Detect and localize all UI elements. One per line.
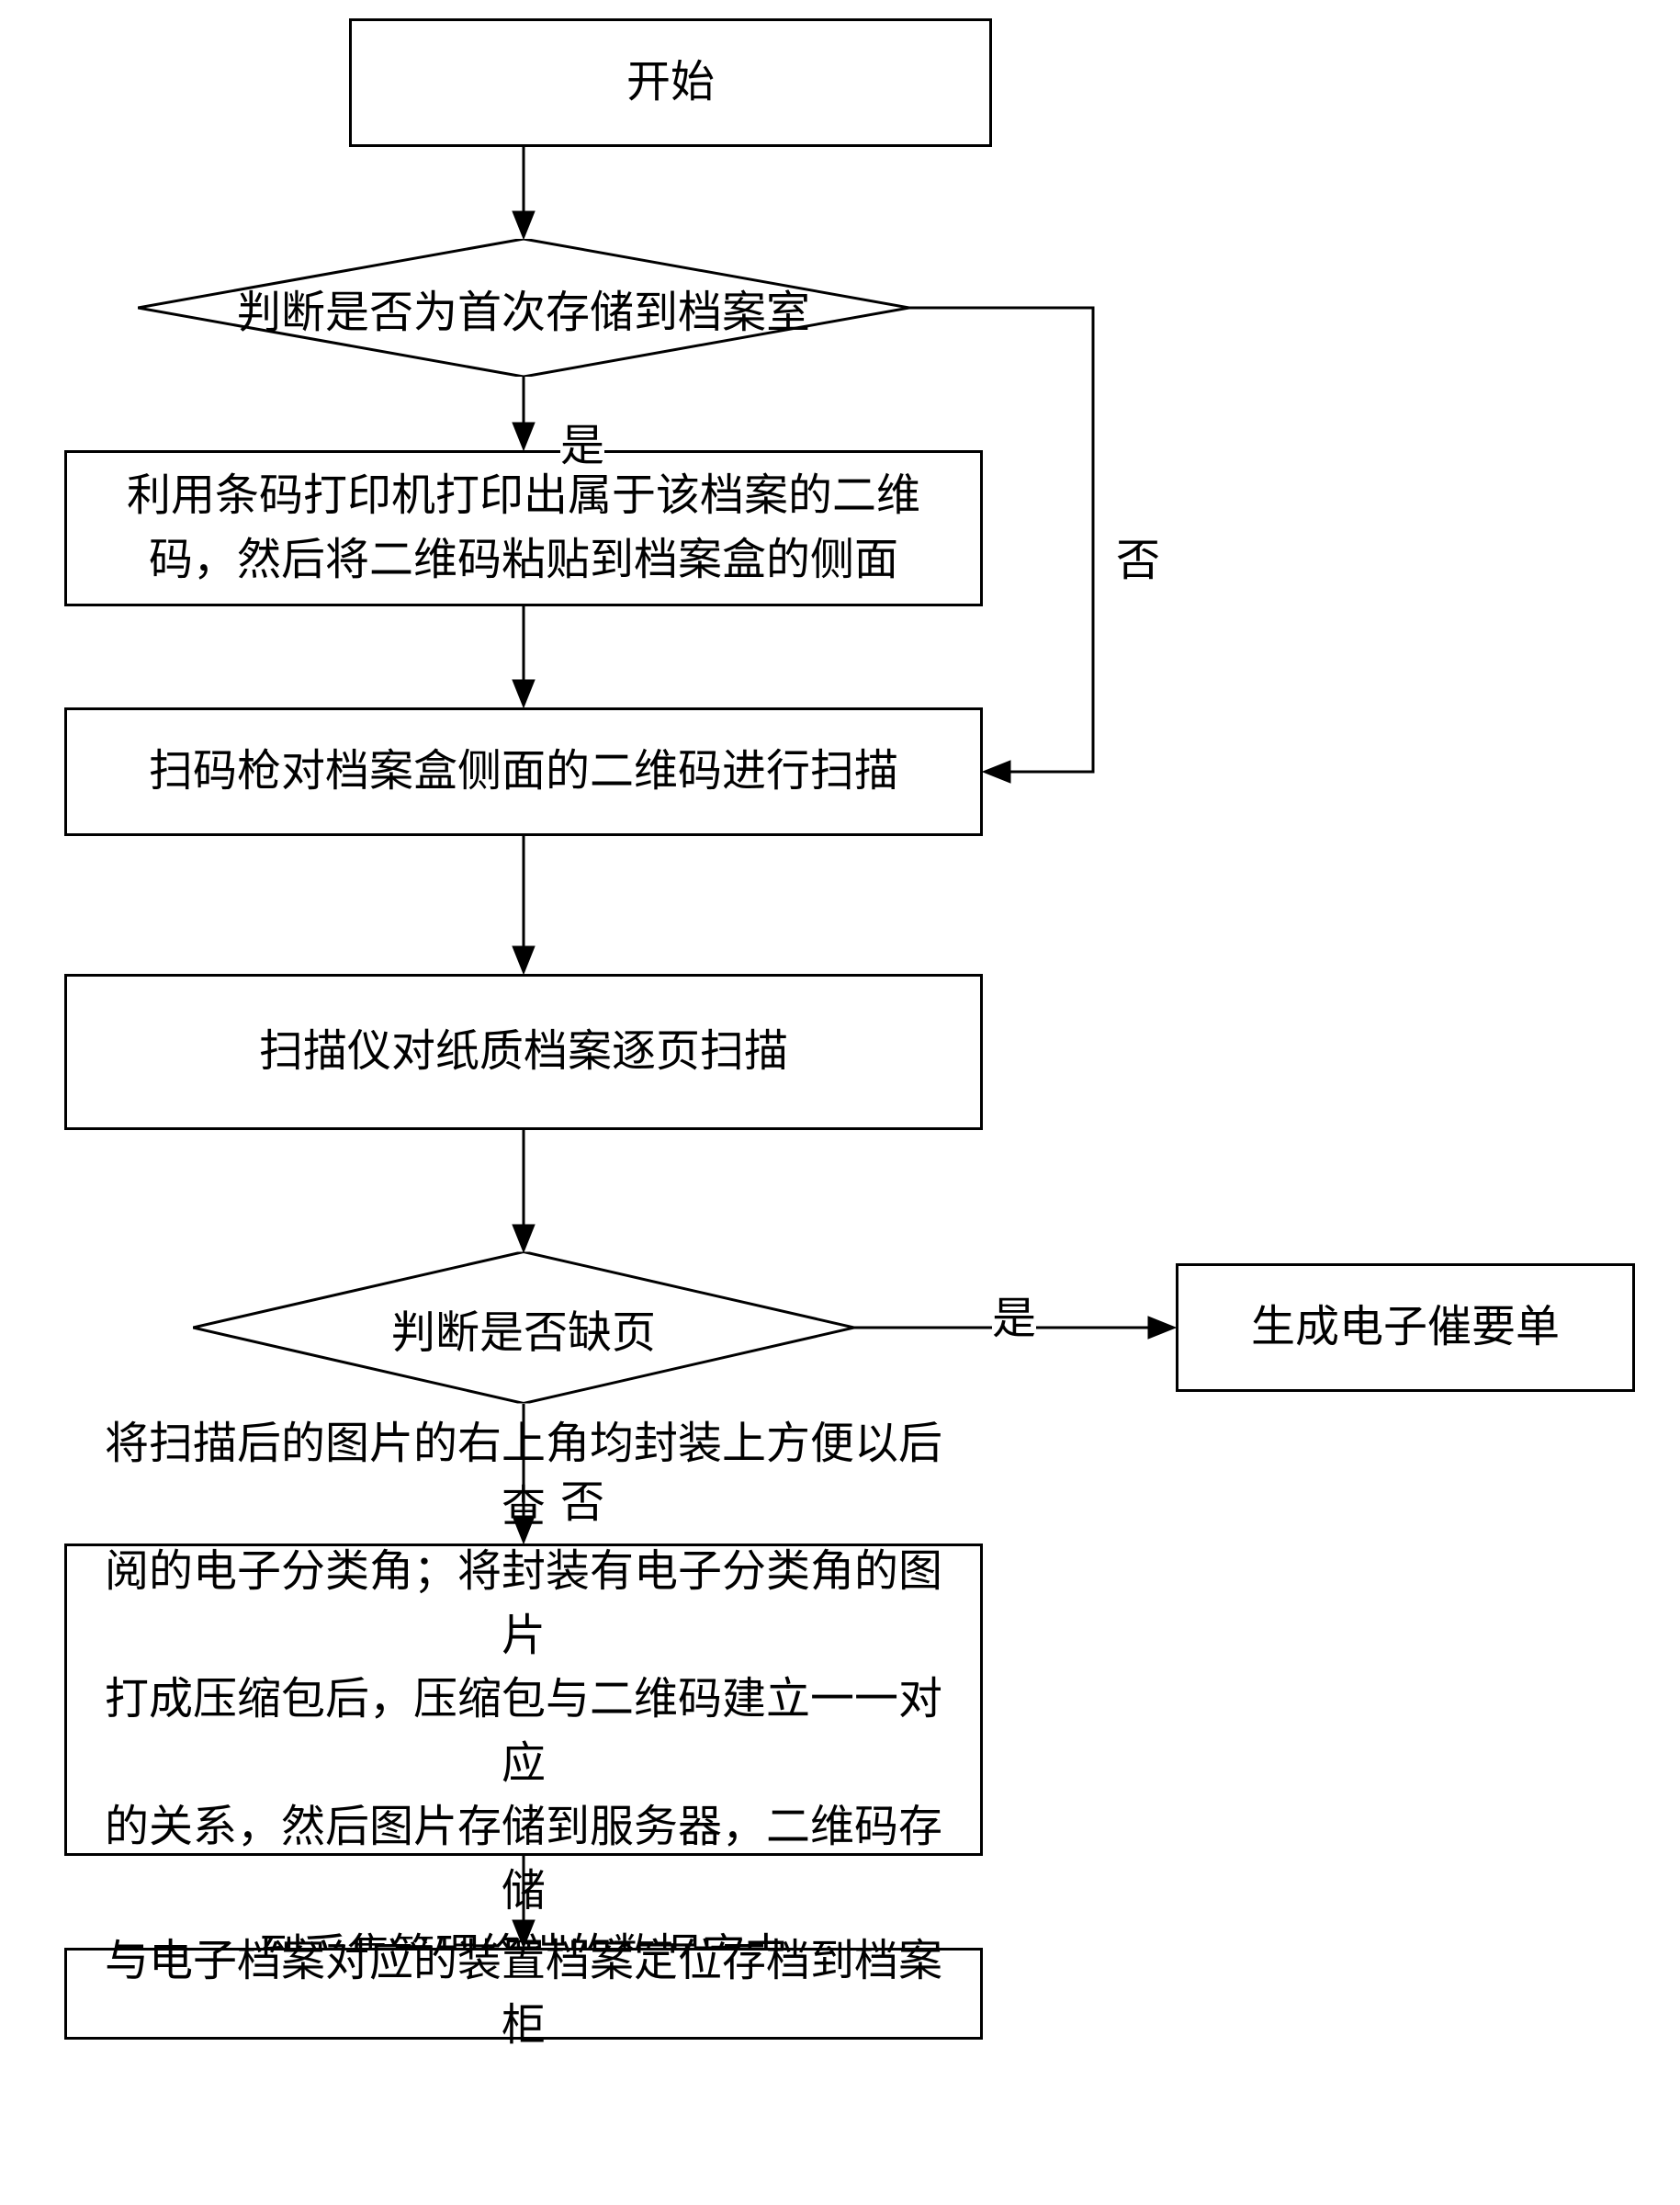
node-n_pack: 将扫描后的图片的右上角均封装上方便以后查阅的电子分类角；将封装有电子分类角的图片… — [64, 1544, 983, 1856]
node-n_scanqr: 扫码枪对档案盒侧面的二维码进行扫描 — [64, 707, 983, 836]
node-d1-label: 判断是否为首次存储到档案室 — [237, 276, 810, 340]
edge-n_scanpg-d2-arrowhead — [513, 1225, 535, 1252]
node-d2-label: 判断是否缺页 — [391, 1295, 656, 1360]
flowchart-canvas: 开始判断是否为首次存储到档案室利用条码打印机打印出属于该档案的二维码，然后将二维… — [0, 0, 1680, 2205]
node-n_file: 与电子档案对应的装置档案定位存档到档案柜 — [64, 1948, 983, 2040]
edge-start-d1-arrowhead — [513, 211, 535, 239]
edge-d1-n_scanqr-label: 否 — [1116, 524, 1160, 588]
node-n_file-label: 与电子档案对应的装置档案定位存档到档案柜 — [85, 1929, 962, 2057]
node-n_scanpg: 扫描仪对纸质档案逐页扫描 — [64, 974, 983, 1130]
edge-n_scanqr-n_scanpg-arrowhead — [513, 946, 535, 974]
edge-d2-n_remind-label: 是 — [992, 1282, 1036, 1346]
node-start-label: 开始 — [626, 51, 715, 115]
edge-d1-n_print-arrowhead — [513, 423, 535, 450]
edge-d1-n_scanqr-arrowhead — [983, 761, 1010, 783]
node-start: 开始 — [349, 18, 992, 147]
node-n_scanpg-label: 扫描仪对纸质档案逐页扫描 — [259, 1020, 788, 1084]
node-n_print-label: 利用条码打印机打印出属于该档案的二维码，然后将二维码粘贴到档案盒的侧面 — [127, 464, 920, 592]
edge-n_print-n_scanqr-arrowhead — [513, 680, 535, 707]
node-n_remind: 生成电子催要单 — [1176, 1263, 1635, 1392]
node-n_pack-label: 将扫描后的图片的右上角均封装上方便以后查阅的电子分类角；将封装有电子分类角的图片… — [85, 1412, 962, 1987]
node-n_print: 利用条码打印机打印出属于该档案的二维码，然后将二维码粘贴到档案盒的侧面 — [64, 450, 983, 606]
edge-d2-n_pack-label: 否 — [560, 1465, 604, 1530]
node-d2: 判断是否缺页 — [193, 1252, 854, 1404]
node-n_scanqr-label: 扫码枪对档案盒侧面的二维码进行扫描 — [149, 740, 898, 804]
node-n_remind-label: 生成电子催要单 — [1251, 1295, 1560, 1360]
edge-d1-n_print-label: 是 — [560, 409, 604, 473]
node-d1: 判断是否为首次存储到档案室 — [138, 239, 909, 377]
edge-d2-n_remind-arrowhead — [1148, 1317, 1176, 1339]
